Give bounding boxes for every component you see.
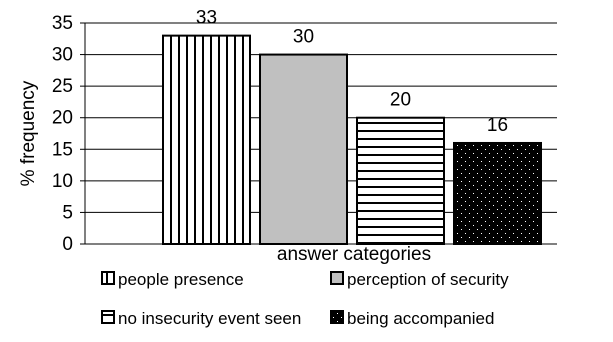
legend-swatch xyxy=(330,310,344,324)
bar-perception-of-security xyxy=(259,53,348,246)
bar-no-insecurity-event-seen xyxy=(356,116,445,245)
data-label: 16 xyxy=(487,115,508,136)
y-tick-label: 20 xyxy=(52,108,73,129)
legend-swatch xyxy=(101,310,115,324)
bar-people-presence xyxy=(162,34,251,245)
y-tick-label: 10 xyxy=(52,171,73,192)
data-label: 30 xyxy=(293,27,314,48)
bar-being-accompanied xyxy=(453,141,542,246)
legend-item: perception of security xyxy=(330,270,509,289)
y-tick-label: 35 xyxy=(52,13,73,34)
y-axis-label: % frequency xyxy=(18,80,39,186)
y-tick-label: 25 xyxy=(52,76,73,97)
x-axis-label: answer categories xyxy=(277,244,431,265)
bars xyxy=(162,34,542,246)
data-label: 33 xyxy=(196,8,217,29)
y-tick-label: 30 xyxy=(52,45,73,66)
y-tick-label: 15 xyxy=(52,139,73,160)
y-tick-label: 5 xyxy=(62,202,73,223)
legend-label: no insecurity event seen xyxy=(118,309,301,328)
legend-label: people presence xyxy=(118,270,244,289)
legend: people presence perception of security no … xyxy=(101,270,509,328)
legend-swatch xyxy=(330,271,344,285)
legend-item: no insecurity event seen xyxy=(101,309,301,328)
data-labels: 33 30 20 16 xyxy=(196,8,508,136)
legend-item: being accompanied xyxy=(330,309,494,328)
data-label: 20 xyxy=(390,90,411,111)
y-tick-label: 0 xyxy=(62,234,73,255)
legend-label: perception of security xyxy=(347,270,509,289)
legend-label: being accompanied xyxy=(347,309,494,328)
legend-item: people presence xyxy=(101,270,244,289)
legend-swatch xyxy=(101,271,115,285)
axes: 0 5 10 15 20 25 30 35 xyxy=(52,13,557,255)
